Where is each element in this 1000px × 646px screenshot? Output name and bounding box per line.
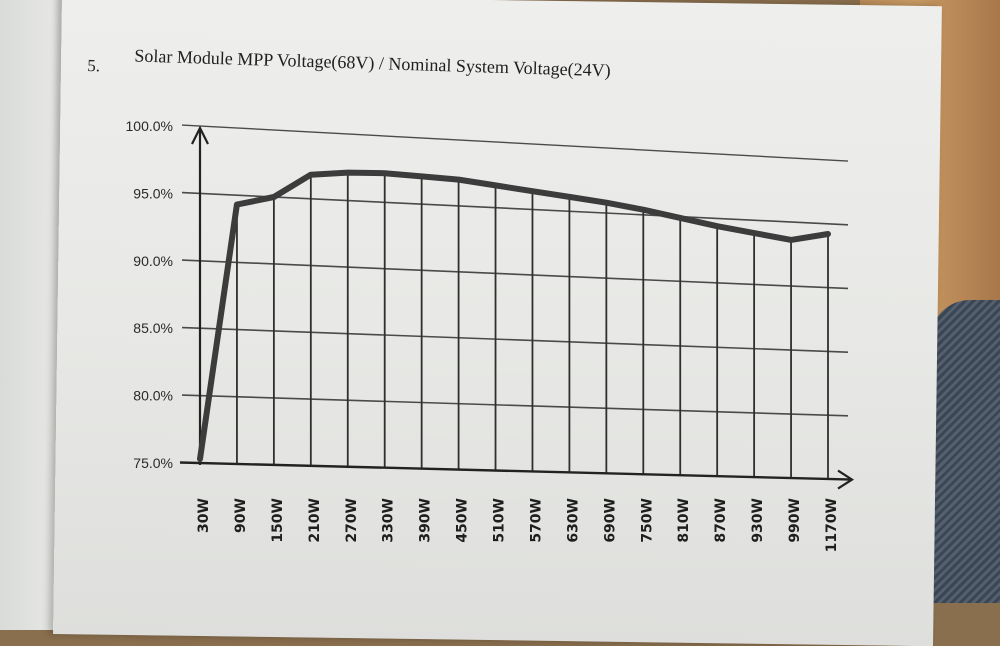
fabric-corner	[930, 300, 1000, 603]
y-tick-label: 100.0%	[126, 118, 173, 134]
x-tick-label: 390W	[418, 498, 434, 543]
gridline-y	[181, 259, 849, 290]
efficiency-chart: 75.0% 80.0% 85.0% 90.0% 95.0% 100.0% 30W 90W 15…	[126, 118, 855, 552]
data-point	[345, 170, 351, 176]
x-tick-label: 750W	[639, 498, 655, 543]
x-tick-label: 510W	[492, 498, 508, 543]
x-tick-label: 990W	[787, 498, 803, 543]
x-tick-label: 930W	[750, 498, 766, 543]
y-tick-label: 85.0%	[133, 320, 173, 336]
x-tick-label: 90W	[233, 498, 249, 533]
gridline-y	[181, 326, 849, 353]
data-point	[788, 237, 794, 243]
x-tick-label: 330W	[381, 498, 397, 543]
data-point	[825, 231, 831, 237]
x-tick-label: 870W	[713, 498, 729, 543]
y-tick-label: 90.0%	[133, 253, 173, 269]
x-tick-label: 30W	[196, 498, 212, 533]
x-tick-label: 270W	[344, 498, 360, 543]
y-tick-labels: 75.0% 80.0% 85.0% 90.0% 95.0% 100.0%	[126, 118, 173, 471]
data-point	[751, 230, 757, 236]
gridline-y	[181, 124, 849, 162]
x-tick-labels: 30W 90W 150W 210W 270W 330W 390W 450W 510W 570W 63…	[196, 498, 840, 552]
data-point	[455, 176, 462, 183]
data-point	[382, 170, 388, 176]
x-axis	[179, 461, 853, 481]
data-point	[603, 200, 609, 206]
y-tick-label: 95.0%	[133, 185, 173, 201]
grid-layer	[181, 124, 849, 479]
x-tick-label: 690W	[602, 498, 618, 543]
data-point	[308, 172, 314, 178]
data-point	[529, 188, 536, 194]
data-point	[271, 194, 277, 200]
data-point	[677, 215, 683, 221]
gridline-y	[181, 394, 849, 417]
line-layer	[197, 169, 831, 462]
x-tick-label: 570W	[528, 498, 544, 543]
x-tick-label: 150W	[270, 498, 286, 543]
x-tick-label: 1170W	[824, 498, 840, 552]
gridline-y	[181, 191, 849, 226]
x-tick-label: 630W	[565, 498, 581, 543]
data-point	[640, 207, 646, 213]
x-axis-arrow	[837, 469, 855, 490]
y-tick-label: 75.0%	[133, 455, 173, 471]
x-tick-label: 450W	[455, 498, 471, 543]
data-point	[566, 194, 573, 200]
series-line	[197, 169, 831, 462]
y-tick-label: 80.0%	[133, 388, 173, 404]
x-tick-label: 210W	[307, 498, 323, 543]
data-point	[234, 201, 240, 208]
data-point	[419, 173, 425, 179]
data-point	[492, 182, 499, 188]
x-tick-label: 810W	[676, 498, 692, 543]
axis-layer	[179, 125, 855, 490]
data-point	[714, 223, 720, 229]
data-point	[197, 456, 203, 462]
y-axis-arrow	[191, 125, 209, 145]
